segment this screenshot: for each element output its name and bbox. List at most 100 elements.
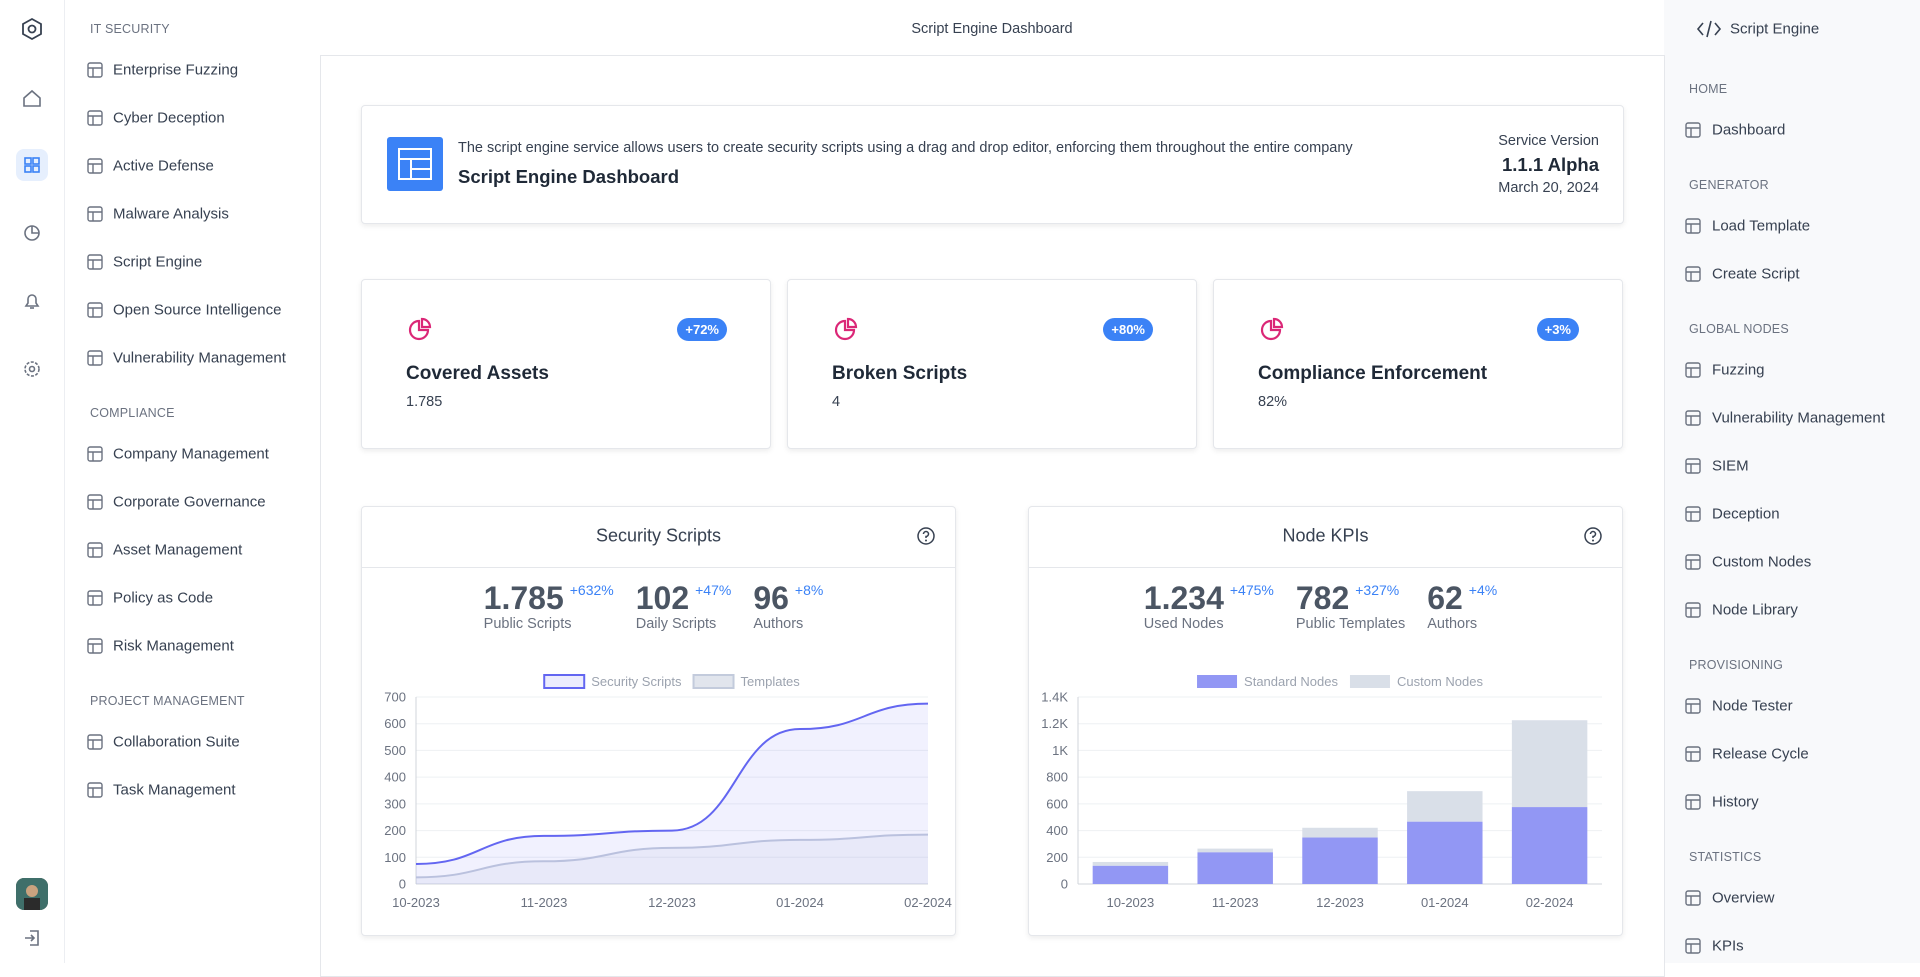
nav-item[interactable]: Script Engine — [113, 253, 203, 271]
kpi-title: Covered Assets — [406, 363, 549, 384]
nav-icon — [1685, 746, 1701, 762]
card-divider — [362, 567, 955, 568]
nav-icon — [87, 494, 103, 510]
nav-icon — [87, 158, 103, 174]
chart-card: Node KPIs 1.234 +475% Used Nodes 782 +327% Pub… — [1028, 506, 1623, 936]
help-icon[interactable] — [916, 526, 936, 546]
nav-item[interactable]: History — [1712, 793, 1759, 811]
nav-item[interactable]: Cyber Deception — [113, 109, 225, 127]
nav-item[interactable]: Corporate Governance — [113, 493, 266, 511]
bell-icon[interactable] — [16, 285, 48, 317]
nav-section: COMPLIANCE — [90, 406, 175, 420]
nav-item[interactable]: Node Library — [1712, 601, 1798, 619]
right-nav: Script Engine — [1664, 0, 1920, 963]
stats-row: 1.785 +632% Public Scripts 102 +47% Daily Scr… — [362, 580, 945, 632]
nav-icon — [87, 110, 103, 126]
nav-icon — [1685, 122, 1701, 138]
stat: 1.234 +475% Used Nodes — [1144, 580, 1274, 632]
nav-item[interactable]: Risk Management — [113, 637, 234, 655]
nav-item[interactable]: Enterprise Fuzzing — [113, 61, 239, 79]
logo — [22, 17, 42, 41]
nav-item[interactable]: KPIs — [1712, 937, 1744, 955]
avatar[interactable] — [16, 878, 48, 910]
nav-item[interactable]: Fuzzing — [1712, 361, 1765, 379]
stat: 62 +4% Authors — [1427, 580, 1497, 632]
nav-item[interactable]: Asset Management — [113, 541, 243, 559]
code-icon — [1696, 20, 1722, 38]
nav-section: STATISTICS — [1689, 850, 1762, 864]
nav-item[interactable]: Node Tester — [1712, 697, 1793, 715]
stat: 102 +47% Daily Scripts — [636, 580, 732, 632]
nav-item[interactable]: Task Management — [113, 781, 236, 799]
stat-value: 1.785 +632% — [483, 580, 614, 616]
stat: 96 +8% Authors — [753, 580, 823, 632]
nav-icon — [87, 782, 103, 798]
nav-icon — [87, 302, 103, 318]
nav-icon — [1685, 938, 1701, 954]
kpi-value: 4 — [832, 394, 841, 410]
stats-row: 1.234 +475% Used Nodes 782 +327% Public Templ… — [1029, 580, 1612, 632]
nav-section: PROJECT MANAGEMENT — [90, 694, 245, 708]
nav-icon — [1685, 458, 1701, 474]
nav-item[interactable]: Collaboration Suite — [113, 733, 240, 751]
nav-icon — [87, 254, 103, 270]
banner-title: Script Engine Dashboard — [458, 166, 680, 187]
card-divider — [1029, 567, 1622, 568]
nav-item[interactable]: Malware Analysis — [113, 205, 229, 223]
kpi-card: +72% Covered Assets 1.785 — [361, 279, 771, 449]
stat-change: +632% — [569, 582, 614, 598]
nav-icon — [87, 734, 103, 750]
help-icon[interactable] — [1583, 526, 1603, 546]
nav-icon — [87, 206, 103, 222]
stats-icon[interactable] — [16, 217, 48, 249]
chart-card: Security Scripts 1.785 +632% Public Scripts… — [361, 506, 956, 936]
stat-value: 62 +4% — [1427, 580, 1498, 616]
nav-item[interactable]: SIEM — [1712, 457, 1749, 475]
stat-value: 1.234 +475% — [1143, 580, 1274, 616]
kpi-icon — [834, 317, 858, 341]
nav-icon — [1685, 794, 1701, 810]
stat: 782 +327% Public Templates — [1296, 580, 1405, 632]
dashboard-icon[interactable] — [16, 149, 48, 181]
nav-icon — [87, 446, 103, 462]
settings-icon[interactable] — [16, 353, 48, 385]
nav-icon — [87, 542, 103, 558]
nav-icon — [1685, 362, 1701, 378]
chart-title: Security Scripts — [595, 525, 722, 546]
stat: 1.785 +632% Public Scripts — [484, 580, 614, 632]
kpi-card: +80% Broken Scripts 4 — [787, 279, 1197, 449]
nav-item[interactable]: Vulnerability Management — [1712, 409, 1885, 427]
stat-change: +4% — [1468, 582, 1498, 598]
nav-item[interactable]: Active Defense — [113, 157, 214, 175]
nav-section: GLOBAL NODES — [1689, 322, 1789, 336]
logout-icon[interactable] — [16, 922, 48, 954]
nav-item[interactable]: Dashboard — [1712, 121, 1786, 139]
nav-section: PROVISIONING — [1689, 658, 1784, 672]
stat-change: +47% — [695, 582, 732, 598]
nav-item[interactable]: Custom Nodes — [1712, 553, 1812, 571]
nav-item[interactable]: Overview — [1712, 889, 1775, 907]
stat-label: Public Scripts — [483, 616, 572, 632]
nav-item[interactable]: Company Management — [113, 445, 269, 463]
nav-item[interactable]: Release Cycle — [1712, 745, 1809, 763]
stat-value: 782 +327% — [1295, 580, 1400, 616]
nav-icon — [1685, 266, 1701, 282]
stat-change: +327% — [1355, 582, 1400, 598]
nav-item[interactable]: Deception — [1712, 505, 1780, 523]
nav-item[interactable]: Policy as Code — [113, 589, 214, 607]
version-date: March 20, 2024 — [1498, 180, 1599, 196]
nav-item[interactable]: Open Source Intelligence — [113, 301, 282, 319]
nav-item[interactable]: Vulnerability Management — [113, 349, 286, 367]
home-icon[interactable] — [16, 82, 48, 114]
nav-icon — [1685, 890, 1701, 906]
nav-item[interactable]: Load Template — [1712, 217, 1811, 235]
kpi-value: 82% — [1258, 394, 1288, 410]
nav-icon — [1685, 554, 1701, 570]
nav-icon — [87, 350, 103, 366]
nav-item[interactable]: Create Script — [1712, 265, 1800, 283]
chart-title: Node KPIs — [1282, 525, 1369, 546]
nav-icon — [1685, 410, 1701, 426]
nav-icon — [1685, 506, 1701, 522]
kpi-icon — [1260, 317, 1284, 341]
